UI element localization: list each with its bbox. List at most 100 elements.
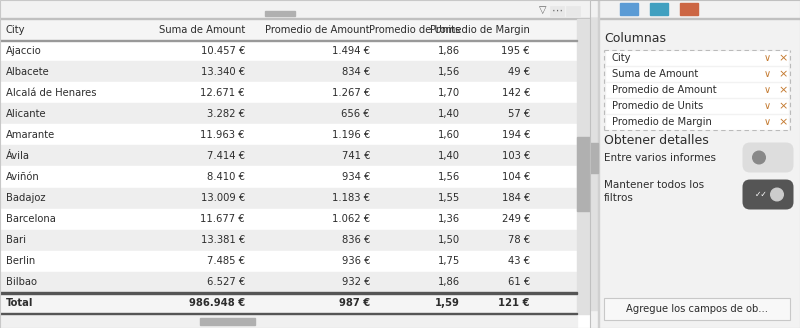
FancyBboxPatch shape bbox=[742, 142, 794, 173]
Text: ∨: ∨ bbox=[764, 117, 771, 127]
Bar bbox=[0, 314, 577, 328]
Text: ×: × bbox=[778, 85, 787, 95]
Bar bbox=[606, 51, 788, 65]
Text: ∨: ∨ bbox=[764, 69, 771, 79]
Text: 1,56: 1,56 bbox=[438, 67, 460, 77]
Text: 195 €: 195 € bbox=[502, 46, 530, 56]
Text: 934 €: 934 € bbox=[342, 172, 370, 182]
Text: Promedio de Units: Promedio de Units bbox=[612, 101, 703, 111]
Text: Obtener detalles: Obtener detalles bbox=[604, 133, 709, 147]
Text: Berlin: Berlin bbox=[6, 256, 35, 266]
Bar bbox=[0, 40, 577, 61]
Text: 142 €: 142 € bbox=[502, 88, 530, 98]
Text: ×: × bbox=[778, 69, 787, 79]
Circle shape bbox=[753, 151, 766, 164]
Text: ×: × bbox=[778, 101, 787, 111]
Text: ∨: ∨ bbox=[764, 85, 771, 95]
Bar bbox=[590, 18, 598, 310]
Bar bbox=[606, 115, 788, 129]
Text: 121 €: 121 € bbox=[498, 298, 530, 308]
Bar bbox=[0, 293, 577, 314]
Bar bbox=[0, 145, 577, 167]
Text: 836 €: 836 € bbox=[342, 235, 370, 245]
Text: Bilbao: Bilbao bbox=[6, 277, 37, 287]
Text: Badajoz: Badajoz bbox=[6, 193, 46, 203]
Text: 656 €: 656 € bbox=[342, 109, 370, 119]
Text: 1,40: 1,40 bbox=[438, 109, 460, 119]
Text: 43 €: 43 € bbox=[508, 256, 530, 266]
Text: Suma de Amount: Suma de Amount bbox=[158, 25, 245, 34]
Text: Promedio de Margin: Promedio de Margin bbox=[612, 117, 712, 127]
Text: 7.414 €: 7.414 € bbox=[207, 151, 245, 161]
Bar bbox=[0, 103, 577, 124]
Text: ×: × bbox=[778, 53, 787, 63]
Text: 61 €: 61 € bbox=[508, 277, 530, 287]
Text: ⋯: ⋯ bbox=[551, 6, 562, 16]
Text: 57 €: 57 € bbox=[508, 109, 530, 119]
Text: 1,56: 1,56 bbox=[438, 172, 460, 182]
Text: Suma de Amount: Suma de Amount bbox=[612, 69, 698, 79]
Text: 49 €: 49 € bbox=[508, 67, 530, 77]
Bar bbox=[680, 3, 698, 15]
Bar bbox=[0, 230, 577, 251]
Text: 1,60: 1,60 bbox=[438, 130, 460, 140]
Text: City: City bbox=[6, 25, 26, 34]
Text: Columnas: Columnas bbox=[604, 31, 666, 45]
Bar bbox=[550, 6, 564, 16]
Text: 1,55: 1,55 bbox=[438, 193, 460, 203]
Text: 1.062 €: 1.062 € bbox=[332, 214, 370, 224]
Text: Promedio de Units: Promedio de Units bbox=[369, 25, 460, 34]
Bar bbox=[0, 251, 577, 272]
Text: Ávila: Ávila bbox=[6, 151, 30, 161]
Text: 986.948 €: 986.948 € bbox=[189, 298, 245, 308]
Text: 932 €: 932 € bbox=[342, 277, 370, 287]
Text: 249 €: 249 € bbox=[502, 214, 530, 224]
Bar bbox=[590, 143, 598, 173]
Text: ▽: ▽ bbox=[539, 5, 546, 15]
Text: 78 €: 78 € bbox=[508, 235, 530, 245]
Text: Aviñón: Aviñón bbox=[6, 172, 40, 182]
Bar bbox=[0, 313, 577, 314]
Text: filtros: filtros bbox=[604, 193, 634, 203]
Text: Bari: Bari bbox=[6, 235, 26, 245]
Text: 1.196 €: 1.196 € bbox=[332, 130, 370, 140]
Bar bbox=[650, 3, 668, 15]
Text: 741 €: 741 € bbox=[342, 151, 370, 161]
Bar bbox=[200, 318, 255, 325]
Bar bbox=[606, 67, 788, 81]
Text: 11.677 €: 11.677 € bbox=[200, 214, 245, 224]
Text: Barcelona: Barcelona bbox=[6, 214, 56, 224]
Text: Agregue los campos de ob...: Agregue los campos de ob... bbox=[626, 304, 768, 314]
Text: Mantener todos los: Mantener todos los bbox=[604, 180, 704, 190]
Text: 1.494 €: 1.494 € bbox=[332, 46, 370, 56]
Text: 1,36: 1,36 bbox=[438, 214, 460, 224]
Bar bbox=[566, 6, 580, 16]
Bar bbox=[620, 3, 638, 15]
FancyBboxPatch shape bbox=[604, 298, 790, 320]
Text: Promedio de Margin: Promedio de Margin bbox=[430, 25, 530, 34]
Bar bbox=[0, 167, 577, 188]
FancyBboxPatch shape bbox=[742, 179, 794, 210]
Bar bbox=[265, 11, 295, 16]
Bar bbox=[606, 83, 788, 97]
Bar bbox=[0, 40, 577, 41]
Text: 1,70: 1,70 bbox=[438, 88, 460, 98]
Text: Promedio de Amount: Promedio de Amount bbox=[612, 85, 717, 95]
Text: 1,40: 1,40 bbox=[438, 151, 460, 161]
Text: 7.485 €: 7.485 € bbox=[207, 256, 245, 266]
Bar bbox=[0, 293, 577, 294]
Text: 834 €: 834 € bbox=[342, 67, 370, 77]
Text: 987 €: 987 € bbox=[338, 298, 370, 308]
Bar bbox=[598, 0, 599, 328]
Text: ∨: ∨ bbox=[764, 101, 771, 111]
Text: 184 €: 184 € bbox=[502, 193, 530, 203]
Text: 3.282 €: 3.282 € bbox=[207, 109, 245, 119]
Text: 13.009 €: 13.009 € bbox=[201, 193, 245, 203]
Bar bbox=[0, 188, 577, 209]
Bar bbox=[0, 19, 577, 40]
Bar bbox=[577, 19, 590, 314]
Text: 8.410 €: 8.410 € bbox=[207, 172, 245, 182]
Bar bbox=[0, 0, 590, 18]
Text: 1,59: 1,59 bbox=[435, 298, 460, 308]
Text: 104 €: 104 € bbox=[502, 172, 530, 182]
